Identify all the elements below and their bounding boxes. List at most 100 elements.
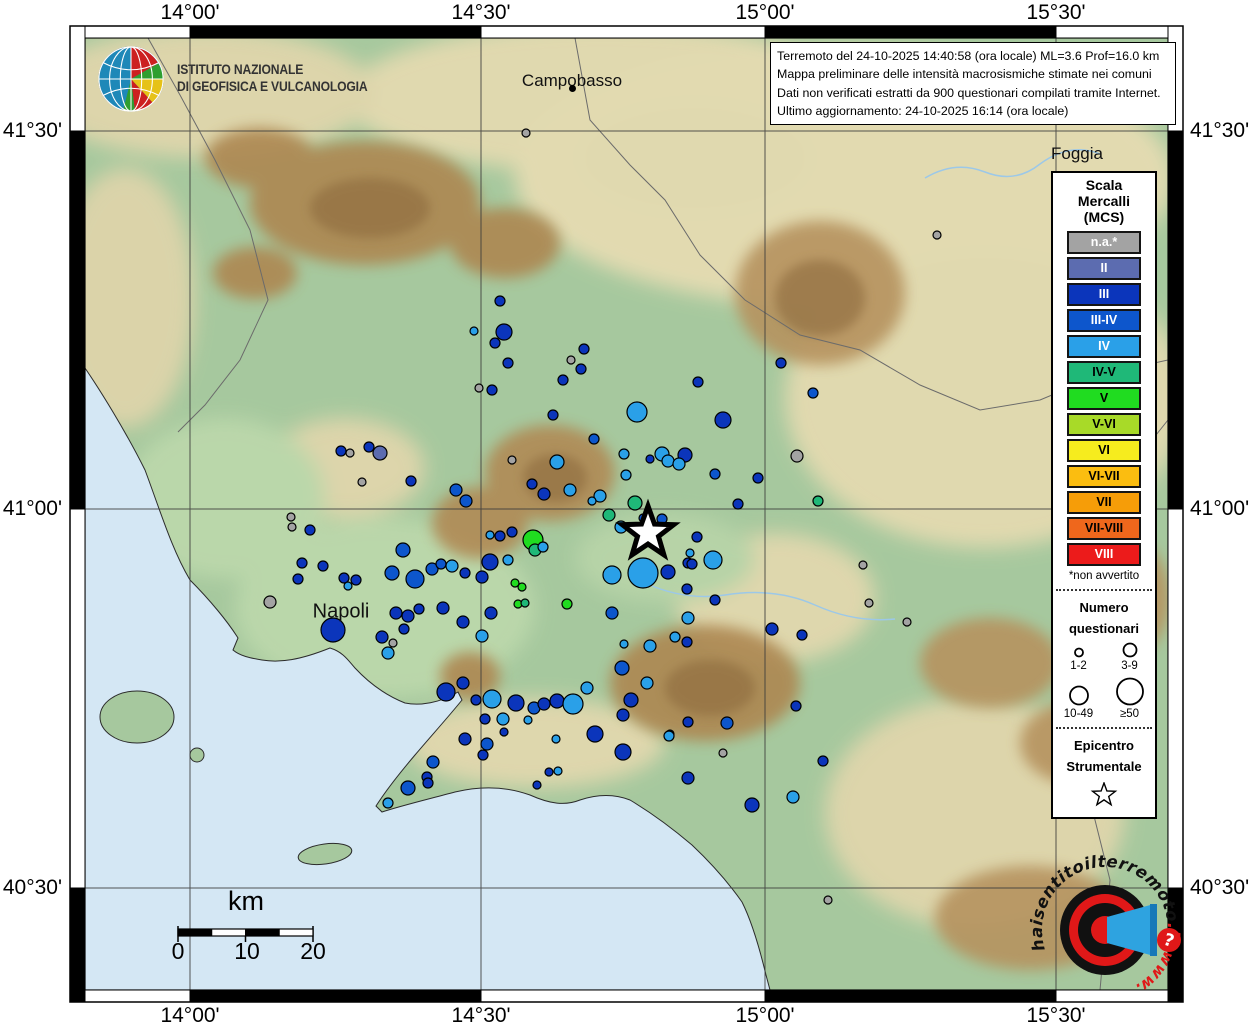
- intensity-dot-III-IV: [614, 660, 630, 676]
- intensity-dot-III: [422, 777, 434, 789]
- intensity-dot-IV: [681, 611, 695, 625]
- intensity-dot-III: [436, 682, 456, 702]
- city-marker-campobasso: [568, 85, 576, 92]
- intensity-dot-na: [932, 230, 942, 240]
- intensity-dot-III: [691, 531, 703, 543]
- intensity-dot-III-IV: [605, 606, 619, 620]
- lon-tick-top-0: 14°00': [160, 1, 220, 24]
- intensity-dot-IV: [551, 734, 561, 744]
- intensity-dot-III: [614, 743, 632, 761]
- intensity-dot-IV: [562, 693, 584, 715]
- intensity-dot-III-IV: [449, 483, 463, 497]
- intensity-dot-IV: [502, 554, 514, 566]
- intensity-dot-III: [544, 767, 554, 777]
- intensity-dot-IV: [626, 401, 648, 423]
- intensity-dot-IV: [382, 797, 394, 809]
- intensity-dot-III: [494, 530, 506, 542]
- bullseye-icon: [1060, 885, 1157, 975]
- intensity-dot-III: [304, 524, 316, 536]
- intensity-dot-III: [790, 700, 802, 712]
- size-key-circle-icon: [1073, 648, 1084, 658]
- intensity-dot-III: [526, 478, 538, 490]
- intensity-dot-III: [477, 749, 489, 761]
- intensity-dot-III: [494, 295, 506, 307]
- size-key-1-2: 1-2: [1053, 641, 1104, 672]
- intensity-dot-na: [566, 355, 576, 365]
- intensity-dot-IV: [475, 629, 489, 643]
- event-info-line-4: Ultimo aggiornamento: 24-10-2025 16:14 (…: [777, 104, 1069, 119]
- intensity-dot-III-IV: [395, 542, 411, 558]
- size-key-circle-icon: [1068, 686, 1089, 706]
- legend-chip-n.a.*: n.a.*: [1067, 230, 1141, 254]
- size-key-3-9: 3-9: [1104, 641, 1155, 672]
- intensity-dot-III: [495, 323, 513, 341]
- intensity-dot-III: [744, 797, 760, 813]
- intensity-dot-IV-V: [520, 598, 530, 608]
- size-key-circle-icon: [1122, 643, 1137, 658]
- intensity-dot-III-IV: [709, 468, 721, 480]
- intensity-dot-IV: [627, 557, 659, 589]
- legend-chip-VII-VIII: VII-VIII: [1067, 516, 1141, 540]
- intensity-dot-IV: [496, 712, 510, 726]
- legend-epicenter-title-line2: Strumentale: [1066, 759, 1142, 775]
- intensity-dot-III: [660, 564, 676, 580]
- epicenter-star: [615, 498, 681, 561]
- intensity-dot-IV: [563, 483, 577, 497]
- intensity-dot-III: [817, 755, 829, 767]
- size-key-label: 1-2: [1070, 660, 1087, 673]
- size-key-label: ≥50: [1119, 708, 1140, 721]
- intensity-dot-IV: [553, 766, 563, 776]
- intensity-dot-IV: [587, 496, 597, 506]
- terrain: [84, 37, 1169, 991]
- terrain-peaks: [310, 178, 865, 716]
- lon-tick-bottom-1: 14°30': [451, 1004, 511, 1024]
- legend-chip-IV-V: IV-V: [1067, 360, 1141, 384]
- legend-title-line1: Scala: [1085, 177, 1123, 193]
- legend-chip-V: V: [1067, 386, 1141, 410]
- scalebar-tick-10: 10: [234, 938, 260, 964]
- intensity-dot-III-IV: [480, 737, 494, 751]
- city-label-foggia: Foggia: [1051, 144, 1103, 163]
- intensity-dot-IV: [685, 548, 695, 558]
- intensity-dot-III: [335, 445, 347, 457]
- intensity-dot-III: [470, 694, 482, 706]
- intensity-dot-III: [459, 567, 471, 579]
- intensity-dot-IV: [620, 469, 632, 481]
- intensity-dot-V: [517, 582, 527, 592]
- lon-tick-top-1: 14°30': [451, 1, 511, 24]
- haisentitoilterremoto-logo: haisentitoilterremoto.it www. ?: [1027, 852, 1183, 998]
- legend-size-key: 1-2 3-9 10-49 ≥50: [1053, 641, 1155, 720]
- intensity-dot-III: [752, 472, 764, 484]
- lat-tick-right-2: 40°30': [1190, 876, 1250, 899]
- intensity-dot-III: [401, 609, 415, 623]
- lat-tick-right-0: 41°30': [1190, 119, 1250, 142]
- intensity-dot-III: [578, 343, 590, 355]
- legend-title-line3: (MCS): [1083, 208, 1125, 225]
- intensity-dot-IV: [786, 790, 800, 804]
- intensity-dot-III: [506, 526, 518, 538]
- event-info-box: Terremoto del 24-10-2025 14:40:58 (ora l…: [770, 42, 1176, 126]
- intensity-dot-IV: [381, 646, 395, 660]
- intensity-dot-IV: [549, 454, 565, 470]
- intensity-dot-III: [732, 498, 744, 510]
- intensity-dot-III: [475, 570, 489, 584]
- intensity-dot-III: [481, 553, 499, 571]
- legend-chip-VI-VII: VI-VII: [1067, 464, 1141, 488]
- intensity-dot-IV: [602, 565, 622, 585]
- intensity-dot-IV: [640, 676, 654, 690]
- event-info-line-3: Dati non verificati estratti da 900 ques…: [777, 85, 1161, 100]
- intensity-dot-III: [436, 601, 450, 615]
- scalebar-tick-0: 0: [171, 938, 185, 964]
- intensity-dot-na: [287, 522, 297, 532]
- lat-tick-left-2: 40°30': [2, 876, 62, 899]
- intensity-dot-III: [484, 606, 498, 620]
- ingv-logo-text-line2: DI GEOFISICA E VULCANOLOGIA: [177, 79, 368, 94]
- size-key-circle-icon: [1115, 678, 1144, 706]
- ingv-logo-text-line1: ISTITUTO NAZIONALE: [177, 62, 304, 78]
- intensity-dot-III: [507, 694, 525, 712]
- islands: [99, 690, 353, 866]
- intensity-dot-na: [474, 383, 484, 393]
- intensity-dot-III-IV: [384, 565, 400, 581]
- intensity-dot-na: [388, 638, 398, 648]
- scalebar: [177, 926, 314, 942]
